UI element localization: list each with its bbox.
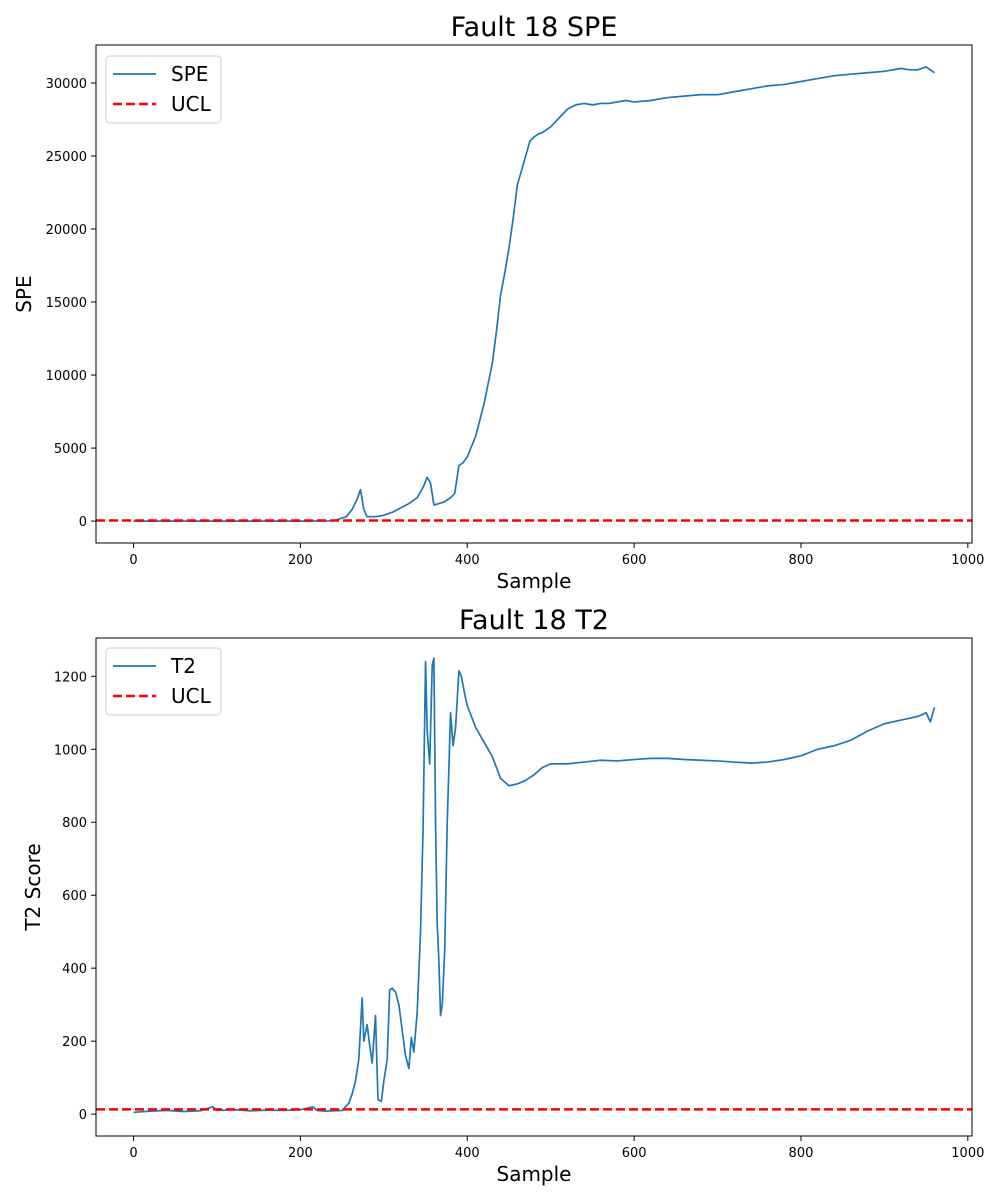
plot-area [96,45,972,543]
y-tick-label: 5000 [54,442,87,457]
x-axis-title: Sample [497,569,572,593]
y-tick-label: 10000 [46,369,87,384]
x-tick-label: 400 [455,553,480,568]
series-group [96,657,972,1114]
legend-box [105,647,222,716]
y-tick-label: 400 [62,962,87,977]
y-tick-label: 1200 [54,670,87,685]
x-tick-label: 1000 [951,1146,984,1161]
x-tick-label: 800 [789,553,814,568]
x-tick-label: 200 [288,1146,313,1161]
y-axis-title: SPE [12,275,36,312]
legend: SPE UCL [105,55,222,124]
series-line-t2 [133,657,936,1114]
legend-label-ucl: UCL [171,92,212,116]
x-tick-label: 600 [622,1146,647,1161]
plot-area [96,638,972,1136]
chart-title: Fault 18 SPE [451,12,618,43]
y-tick-label: 20000 [46,223,87,238]
legend-label-t2: T2 [170,654,196,678]
series-group [96,66,972,522]
y-tick-label: 800 [62,816,87,831]
chart-title: Fault 18 T2 [459,605,609,636]
y-tick-label: 1000 [54,743,87,758]
x-tick-label: 0 [129,553,137,568]
y-tick-label: 25000 [46,150,87,165]
x-tick-label: 0 [129,1146,137,1161]
legend-box [105,55,222,124]
x-tick-label: 400 [455,1146,480,1161]
x-tick-label: 1000 [951,553,984,568]
y-tick-label: 15000 [46,296,87,311]
y-tick-label: 0 [79,515,87,530]
x-tick-label: 800 [789,1146,814,1161]
y-tick-label: 600 [62,889,87,904]
y-tick-label: 30000 [46,77,87,92]
y-tick-label: 200 [62,1035,87,1050]
plot-frame [95,44,973,544]
legend: T2 UCL [105,647,222,716]
legend-label-spe: SPE [171,62,208,86]
series-line-spe [133,66,935,522]
legend-label-ucl: UCL [171,684,212,708]
x-tick-label: 200 [288,553,313,568]
y-axis-title: T2 Score [21,843,45,931]
y-tick-label: 0 [79,1108,87,1123]
x-tick-label: 600 [622,553,647,568]
x-axis-title: Sample [497,1162,572,1186]
chart-t2: 0 200 400 600 800 1000 0 200 400 600 800 1000 1200 Fa… [21,605,984,1186]
chart-spe: 0 200 400 600 800 100005000100001500020000250… [12,12,984,593]
plot-frame [95,637,973,1137]
